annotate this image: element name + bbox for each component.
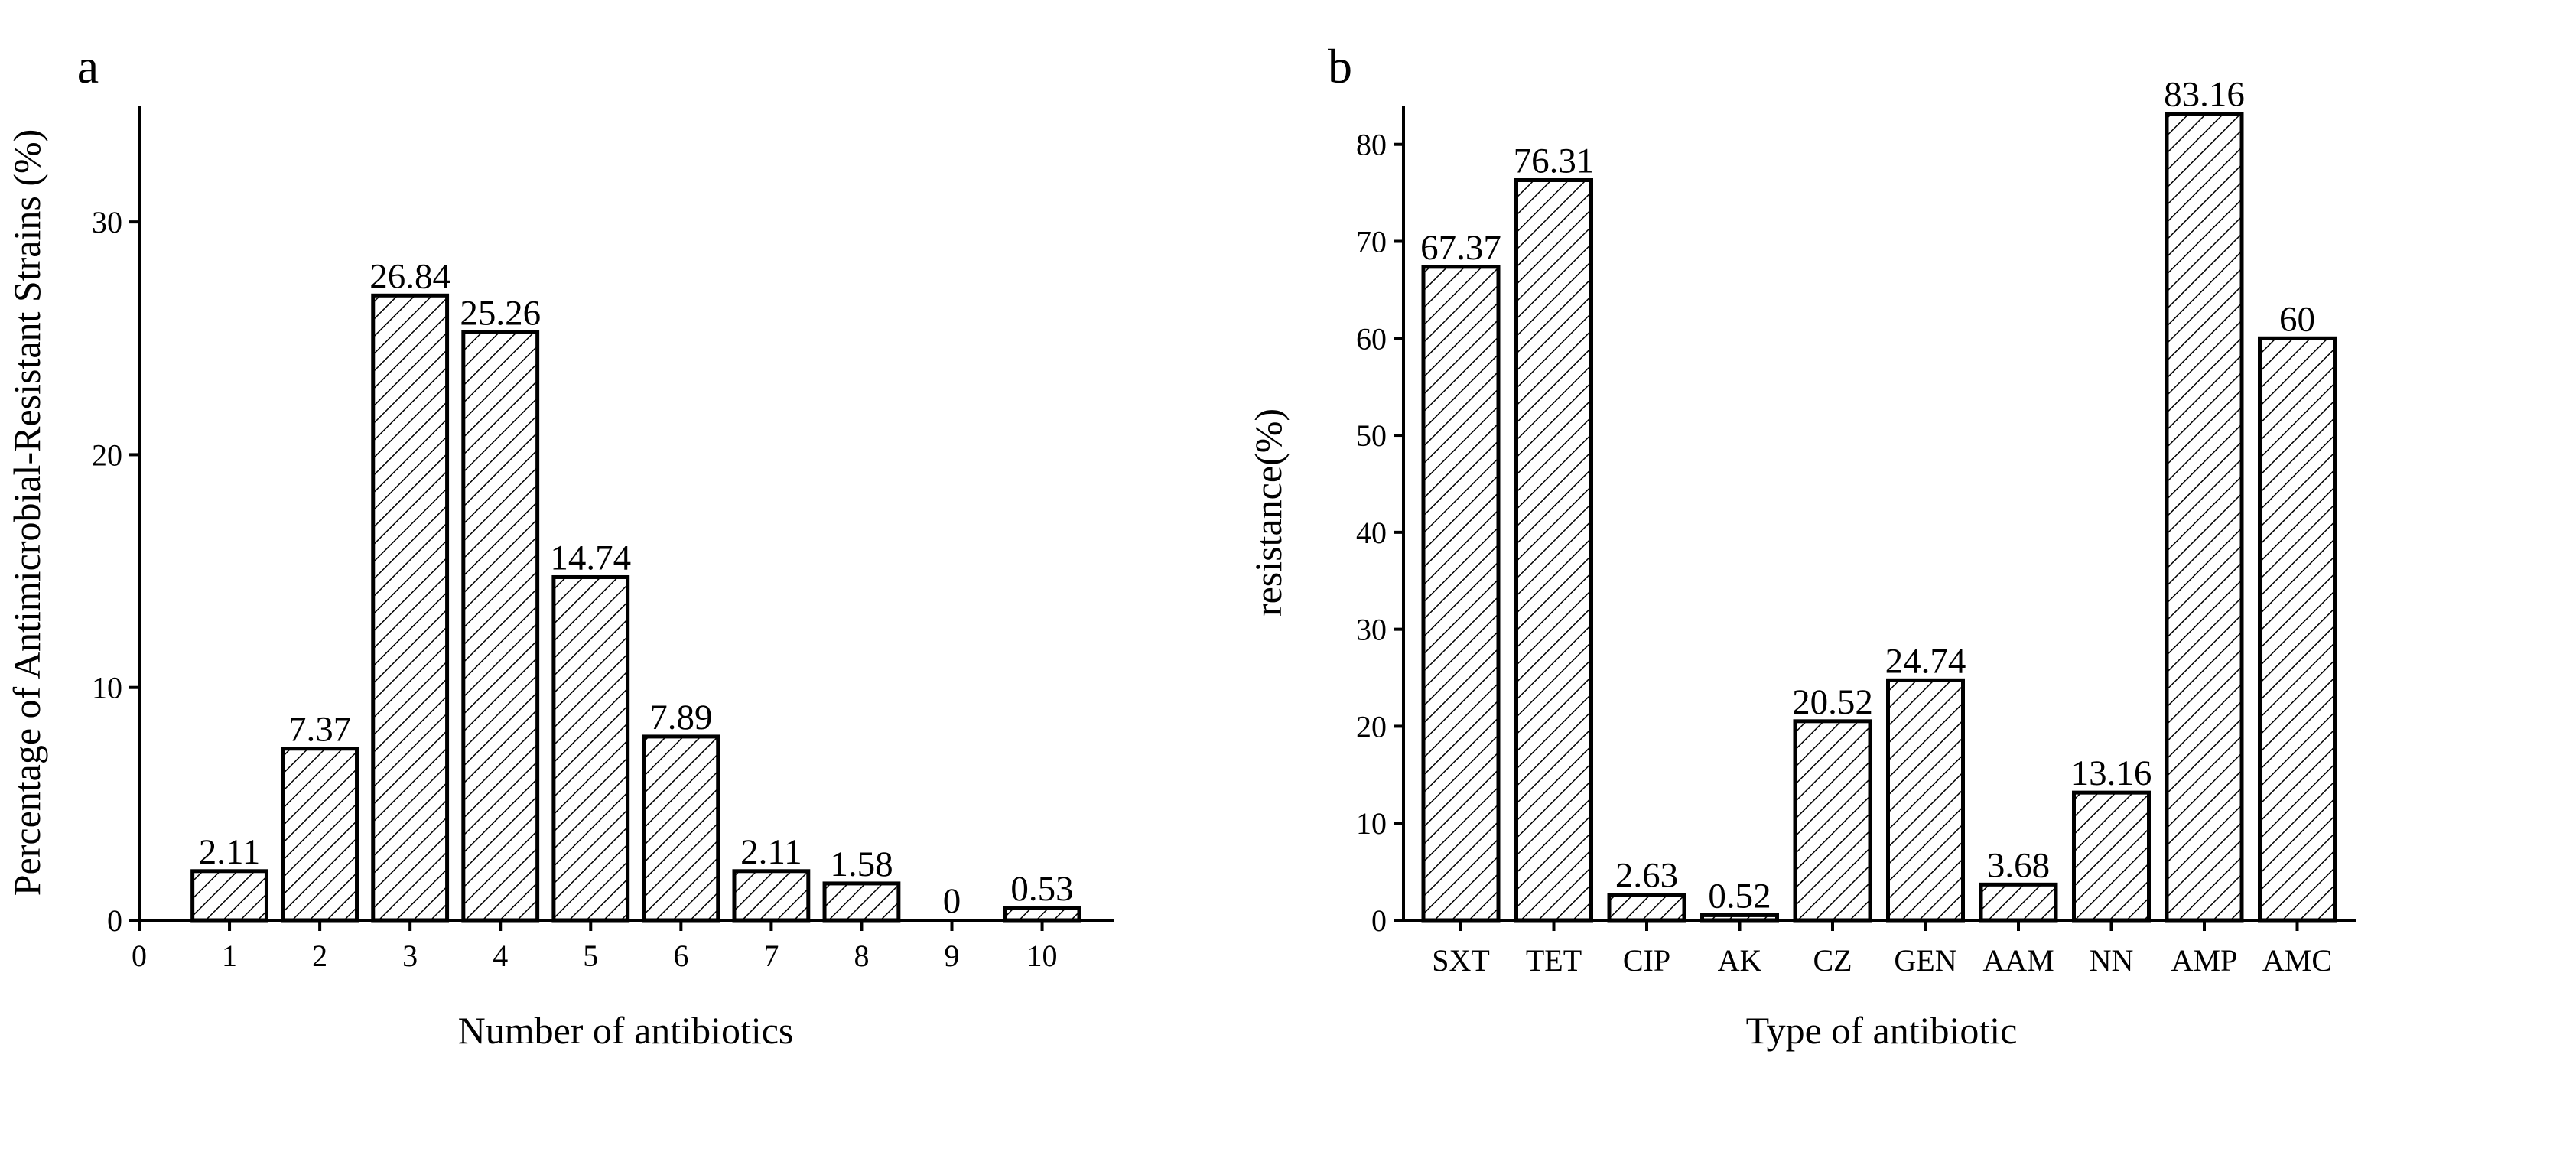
panel-b-y-tick-label: 80 xyxy=(1356,128,1387,162)
panel-b-bar-AMC xyxy=(2258,336,2337,923)
panel-a-bar-7 xyxy=(732,869,811,923)
panel-b-data-label-AMC: 60 xyxy=(2279,299,2315,339)
panel-b-bar-CIP xyxy=(1607,893,1686,923)
panel-b-x-tick-label: TET xyxy=(1526,943,1582,978)
chart-panel-b: b 0 10 20 30 40 50 60 70 80 SXT TET CIP AK CZ GEN AAM N… xyxy=(1247,39,2356,1052)
panel-b-data-label-CIP: 2.63 xyxy=(1615,856,1678,896)
panel-b-bar-TET xyxy=(1514,177,1593,923)
panel-b-y-axis-title: resistance(%) xyxy=(1247,408,1290,617)
panel-a-x-tick-label: 5 xyxy=(583,939,598,973)
panel-b-data-label-AMP: 83.16 xyxy=(2164,75,2245,115)
panel-b-bar-NN xyxy=(2072,790,2151,923)
panel-a-x-tick-label: 9 xyxy=(945,939,960,973)
panel-a-bar-5 xyxy=(551,574,630,923)
panel-a-x-tick-label: 3 xyxy=(402,939,418,973)
panel-a-x-tick-label: 2 xyxy=(312,939,327,973)
panel-a-data-label-10: 0.53 xyxy=(1010,869,1073,909)
panel-b-data-label-SXT: 67.37 xyxy=(1420,228,1501,268)
panel-a-y-axis-title: Percentage of Antimicrobial-Resistant St… xyxy=(5,129,48,897)
panel-b-y-tick-label: 20 xyxy=(1356,709,1387,744)
panel-a-bar-3 xyxy=(371,293,450,923)
panel-a-x-tick-label: 8 xyxy=(854,939,869,973)
panel-b-x-axis-title: Type of antibiotic xyxy=(1746,1009,2018,1052)
panel-a-data-label-5: 14.74 xyxy=(550,538,631,578)
panel-a-x-tick-label: 1 xyxy=(222,939,237,973)
panel-a-y-tick-label: 10 xyxy=(92,671,122,705)
panel-a-bar-10 xyxy=(1003,906,1081,923)
panel-b-data-label-AK: 0.52 xyxy=(1708,876,1771,916)
panel-b-x-tick-label: AMP xyxy=(2171,943,2238,978)
panel-b-y-tick-label: 0 xyxy=(1371,903,1387,938)
panel-a-bar-8 xyxy=(822,881,901,923)
panel-b-y-tick-label: 30 xyxy=(1356,613,1387,647)
panel-a-data-label-7: 2.11 xyxy=(740,832,802,872)
panel-b-data-label-GEN: 24.74 xyxy=(1885,641,1966,681)
panel-a-data-label-1: 2.11 xyxy=(199,832,261,872)
panel-a-data-label-2: 7.37 xyxy=(288,710,351,750)
panel-a-bar-6 xyxy=(642,734,720,923)
panel-a-bar-2 xyxy=(281,747,359,923)
panel-a-data-label-4: 25.26 xyxy=(460,293,541,333)
panel-b-data-label-CZ: 20.52 xyxy=(1792,682,1873,722)
panel-b-bar-CZ xyxy=(1793,719,1872,923)
panel-a-y-tick-label: 0 xyxy=(107,903,122,938)
panel-b-data-label-TET: 76.31 xyxy=(1514,141,1595,181)
panel-a-y-tick-label: 20 xyxy=(92,438,122,472)
panel-b-x-tick-label: CIP xyxy=(1623,943,1670,978)
panel-a-letter: a xyxy=(77,39,99,93)
panel-b-letter: b xyxy=(1328,39,1352,93)
panel-b-bar-GEN xyxy=(1886,678,1965,923)
panel-a-data-label-6: 7.89 xyxy=(649,698,712,737)
panel-b-x-tick-label: NN xyxy=(2090,943,2134,978)
panel-a-x-tick-label: 10 xyxy=(1027,939,1058,973)
panel-b-x-tick-label: SXT xyxy=(1432,943,1490,978)
panel-b-data-label-AAM: 3.68 xyxy=(1987,845,2050,885)
panel-a-x-tick-label: 0 xyxy=(132,939,147,973)
panel-a-data-label-3: 26.84 xyxy=(369,256,450,296)
panel-b-bar-AAM xyxy=(1979,882,2058,923)
panel-a-x-tick-label: 6 xyxy=(673,939,688,973)
panel-a-x-tick-label: 4 xyxy=(493,939,508,973)
panel-a-bar-4 xyxy=(461,330,540,923)
panel-b-y-tick-label: 40 xyxy=(1356,516,1387,550)
panel-b-x-tick-label: CZ xyxy=(1813,943,1852,978)
panel-a-y-tick-label: 30 xyxy=(92,205,122,239)
panel-b-y-tick-label: 70 xyxy=(1356,225,1387,259)
panel-b-x-tick-label: AK xyxy=(1718,943,1762,978)
panel-b-y-tick-label: 60 xyxy=(1356,321,1387,356)
panel-b-bar-SXT xyxy=(1421,265,1501,923)
panel-a-data-label-8: 1.58 xyxy=(830,844,893,884)
panel-b-y-tick-label: 50 xyxy=(1356,418,1387,453)
panel-b-bar-AK xyxy=(1700,913,1779,923)
panel-b-y-tick-label: 10 xyxy=(1356,806,1387,841)
panel-b-data-label-NN: 13.16 xyxy=(2071,753,2152,793)
panel-a-x-tick-label: 7 xyxy=(763,939,779,973)
panel-a-data-label-9: 0 xyxy=(943,881,961,921)
panel-b-x-tick-label: GEN xyxy=(1894,943,1956,978)
panel-b-bar-AMP xyxy=(2165,112,2244,923)
chart-panel-a: a 0 10 20 30 0 1 2 3 4 5 6 7 8 9 10 2.11 7.37 26.8425.2… xyxy=(5,39,1114,1052)
panel-a-x-axis-title: Number of antibiotics xyxy=(458,1009,794,1052)
panel-b-x-tick-label: AMC xyxy=(2262,943,2332,978)
panel-b-x-tick-label: AAM xyxy=(1982,943,2054,978)
panel-a-bar-1 xyxy=(190,869,268,923)
